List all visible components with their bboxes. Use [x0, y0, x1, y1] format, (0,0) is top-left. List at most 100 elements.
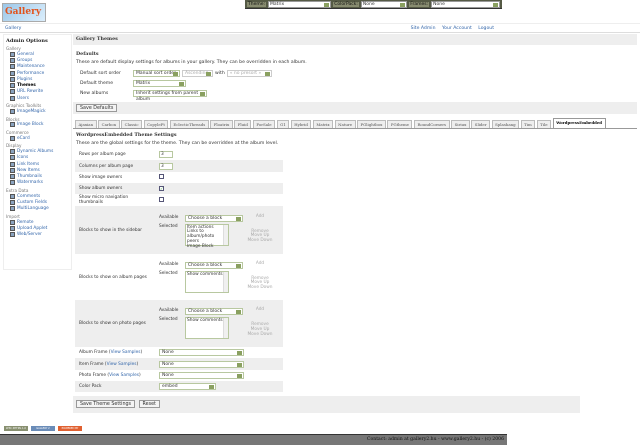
sidebar-item[interactable]: Dynamic Albums — [6, 148, 69, 154]
add-button[interactable]: Add — [255, 260, 265, 266]
theme-tab[interactable]: CopyleFt — [143, 120, 169, 128]
item-frame-select[interactable]: None — [159, 360, 244, 368]
move-up-button[interactable]: Move Up — [250, 233, 270, 239]
remove-button[interactable]: Remove — [251, 228, 269, 234]
photo-frame-samples-link[interactable]: View Samples — [109, 373, 139, 378]
gallery-badge[interactable]: GALLERY 2 — [31, 426, 55, 431]
theme-tab[interactable]: WordpressEmbedded — [552, 118, 606, 128]
theme-tab[interactable]: Matrix — [312, 120, 334, 128]
photo-frame-select[interactable]: None — [159, 372, 244, 379]
module-icon — [10, 180, 15, 186]
sidebar-item[interactable]: URL Rewrite — [6, 89, 69, 95]
theme-tab[interactable]: Classic — [121, 120, 143, 128]
sidebar-item[interactable]: Users — [6, 95, 69, 101]
sidebar-item[interactable]: Link Items — [6, 161, 69, 167]
sidebar-item[interactable]: Themes — [6, 82, 69, 89]
theme-tab[interactable]: PGlightbox — [357, 120, 386, 128]
sidebar-item[interactable]: ImageMagick — [6, 108, 69, 115]
move-up-button[interactable]: Move Up — [250, 326, 270, 332]
album-owners-checkbox[interactable]: ✓ — [159, 185, 164, 191]
add-button[interactable]: Add — [255, 213, 265, 219]
theme-tab[interactable]: EclecticThreads — [169, 120, 209, 128]
theme-tab[interactable]: RoundCorners — [413, 120, 450, 128]
selected-block-item[interactable]: Show comments — [187, 271, 223, 277]
theme-tab[interactable]: G1 — [276, 120, 290, 128]
theme-select[interactable]: Matrix — [268, 0, 332, 8]
theme-tab[interactable]: Nature — [334, 120, 356, 128]
sidebar-item[interactable]: Custom Fields — [6, 199, 69, 205]
album-frame-samples-link[interactable]: View Samples — [110, 350, 141, 355]
remove-button[interactable]: Remove — [251, 275, 269, 281]
presort-select[interactable]: « no presort » — [226, 69, 272, 77]
add-button[interactable]: Add — [255, 307, 265, 312]
save-theme-settings-button[interactable]: Save Theme Settings — [76, 400, 136, 408]
photo-selected-list[interactable]: Show comments — [185, 317, 229, 339]
theme-tab[interactable]: Fluid — [234, 120, 252, 128]
sidebar-item[interactable]: Watermarks — [6, 180, 69, 186]
save-defaults-button[interactable]: Save Defaults — [76, 104, 118, 112]
sidebar-item[interactable]: Plugins — [6, 76, 69, 82]
site-admin-link[interactable]: Site Admin — [410, 26, 436, 31]
sidebar-item[interactable]: Upload Applet — [6, 225, 69, 231]
default-theme-select[interactable]: Matrix — [133, 79, 186, 87]
move-down-button[interactable]: Move Down — [247, 285, 273, 291]
image-owners-checkbox[interactable] — [159, 174, 164, 179]
sidebar-item[interactable]: Image Block — [6, 122, 69, 128]
selected-block-item[interactable]: Show comments — [187, 318, 223, 323]
theme-tab[interactable]: Tile — [536, 120, 552, 128]
theme-tab[interactable]: Carbon — [98, 120, 120, 128]
color-pack-select[interactable]: embed — [159, 383, 216, 390]
selected-block-item[interactable]: Item actions — [187, 224, 214, 230]
theme-tab[interactable]: PGtheme — [387, 120, 413, 128]
theme-tab[interactable]: Hybrid — [290, 120, 312, 128]
sort-direction-select[interactable]: Ascending — [182, 69, 213, 77]
sidebar-item[interactable]: Web/Server — [6, 232, 69, 238]
gallery-logo[interactable]: Gallery — [2, 3, 46, 22]
move-down-button[interactable]: Move Down — [247, 238, 273, 244]
sidebar-item[interactable]: Performance — [6, 70, 69, 76]
album-available-select[interactable]: Choose a block — [185, 261, 243, 269]
move-up-button[interactable]: Move Up — [250, 280, 270, 286]
theme-tab[interactable]: Floatrix — [210, 120, 233, 128]
theme-tab[interactable]: ForSale — [252, 120, 276, 128]
selected-block-item[interactable]: Image Block — [187, 243, 214, 249]
sidebar-item[interactable]: General — [6, 51, 69, 57]
sidebar-selected-list[interactable]: Item actions Links to album/photo peers Im… — [185, 223, 229, 248]
sidebar-item[interactable]: Comments — [6, 193, 69, 199]
micro-nav-checkbox[interactable] — [159, 196, 164, 202]
colorpack-select[interactable]: None — [360, 0, 408, 8]
logout-link[interactable]: Logout — [478, 26, 494, 31]
theme-tab[interactable]: Slider — [471, 120, 491, 128]
frames-select[interactable]: None — [431, 0, 500, 8]
xhtml-badge[interactable]: W3C XHTML 1.0 — [4, 426, 28, 431]
theme-tab[interactable]: Splashang — [491, 120, 520, 128]
sidebar-item[interactable]: Groups — [6, 57, 69, 63]
photo-available-select[interactable]: Choose a block — [185, 308, 243, 315]
album-frame-select[interactable]: None — [159, 349, 244, 356]
theme-tab[interactable]: Tim — [520, 120, 536, 128]
theme-tab[interactable]: Siriux — [451, 120, 470, 128]
sidebar-item[interactable]: Remote — [6, 219, 69, 225]
columns-input[interactable]: 3 — [159, 162, 173, 170]
sidebar-item[interactable]: Maintenance — [6, 64, 69, 70]
item-frame-samples-link[interactable]: View Samples — [106, 361, 137, 367]
rows-input[interactable]: 3 — [159, 151, 173, 158]
powered-by-gallery-badge[interactable]: POWERED BY GALLERY — [58, 426, 82, 435]
move-down-button[interactable]: Move Down — [247, 331, 273, 337]
sidebar-available-select[interactable]: Choose a block — [185, 214, 243, 222]
new-albums-select[interactable]: Inherit settings from parent album — [133, 89, 207, 102]
sidebar-item[interactable]: Thumbnails — [6, 173, 69, 180]
reset-button[interactable]: Reset — [138, 400, 160, 408]
sidebar-item[interactable]: New Items — [6, 167, 69, 173]
badges: W3C XHTML 1.0 GALLERY 2 POWERED BY GALLE… — [4, 426, 82, 435]
album-selected-list[interactable]: Show comments — [185, 270, 229, 293]
sidebar-item[interactable]: Icons — [6, 155, 69, 161]
your-account-link[interactable]: Your Account — [441, 26, 472, 31]
sort-order-select[interactable]: Manual sort order — [133, 69, 180, 77]
selected-block-item[interactable]: Links to album/photo peers — [187, 229, 215, 244]
sidebar-item[interactable]: eCard — [6, 135, 69, 141]
remove-button[interactable]: Remove — [251, 322, 269, 327]
sidebar-item[interactable]: MultiLanguage — [6, 206, 69, 212]
theme-tab[interactable]: Ajaxian — [75, 120, 97, 128]
breadcrumb-gallery[interactable]: Gallery — [5, 26, 22, 31]
